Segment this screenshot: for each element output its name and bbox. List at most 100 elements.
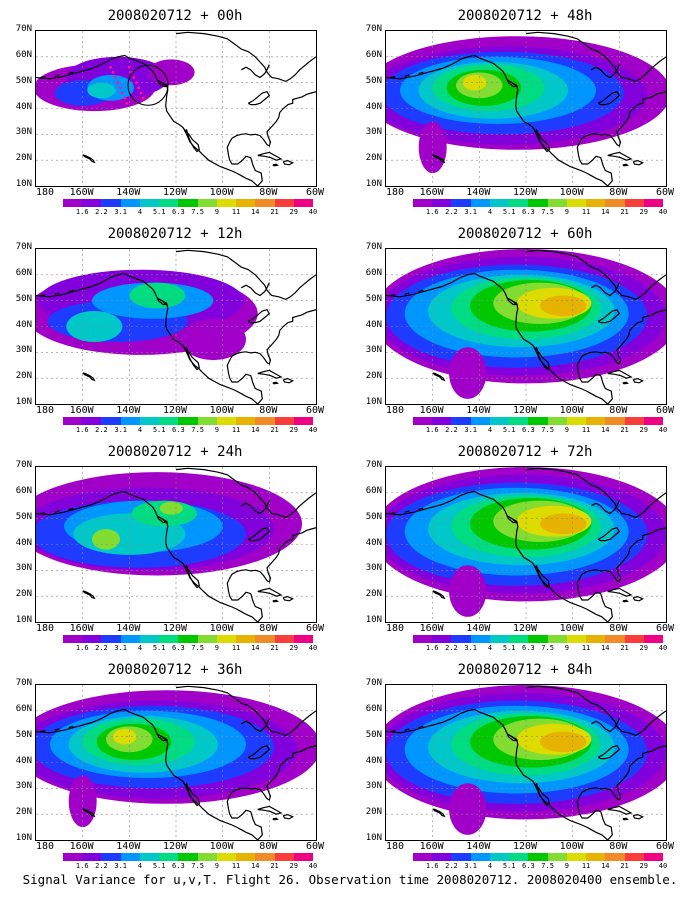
map-plot [35,684,317,841]
colorbar-label: 11 [231,862,241,870]
colorbar-label: 9 [564,426,569,434]
latitude-tick-label: 70N [365,24,382,34]
colorbar-label: 5.1 [152,862,166,870]
panel-title: 2008020712 + 60h [457,226,593,242]
colorbar-label: 9 [214,644,219,652]
colorbar-label: 14 [601,862,610,870]
longitude-tick-label: 100W [559,187,584,198]
latitude-tick-label: 70N [15,242,32,252]
colorbar-label: 1.6 [425,208,439,216]
observation-marker [120,91,124,95]
latitude-tick-label: 70N [15,460,32,470]
colorbar-label: 1.6 [75,208,89,216]
colorbar [413,853,664,861]
colorbar-label: 1.6 [425,644,439,652]
colorbar-label: 3.1 [464,644,478,652]
colorbar-swatch [432,199,452,207]
longitude-tick-label: 100W [559,841,584,852]
colorbar-label: 21 [620,862,629,870]
observation-marker [111,70,115,74]
colorbar-swatch [120,635,140,643]
observation-marker [141,96,145,100]
panel-title: 2008020712 + 36h [107,662,243,678]
colorbar-label: 29 [289,208,298,216]
colorbar-swatch [236,635,256,643]
colorbar-label: 11 [581,862,591,870]
colorbar-label: 2.2 [445,208,458,216]
latitude-tick-label: 10N [15,397,32,407]
colorbar-label: 40 [308,644,318,652]
colorbar-swatch [643,853,664,861]
colorbar-swatch [159,635,179,643]
latitude-tick-label: 30N [365,781,382,792]
latitude-tick-label: 50N [365,293,382,304]
longitude-tick-label: 60W [655,405,675,416]
longitude-tick-label: 160W [69,623,94,634]
map-plot [385,684,667,841]
map-plot [35,248,317,405]
colorbar-swatch [432,853,452,861]
colorbar-swatch [432,417,452,425]
colorbar-label: 11 [231,426,241,434]
longitude-tick-label: 120W [512,405,538,416]
latitude-tick-label: 30N [15,563,32,574]
observation-marker [118,86,122,90]
colorbar-swatch [178,417,198,425]
colorbar-swatch [643,199,664,207]
longitude-tick-label: 140W [116,623,141,634]
colorbar-swatch [566,417,587,425]
colorbar-label: 40 [308,862,318,870]
latitude-tick-label: 60N [15,49,32,60]
colorbar [413,199,664,207]
colorbar-swatch [197,853,217,861]
colorbar-label: 11 [231,208,241,216]
colorbar-label: 4 [137,426,143,434]
longitude-tick-label: 120W [162,187,188,198]
latitude-tick-label: 50N [365,511,382,522]
colorbar-swatch [159,199,179,207]
longitude-tick-label: 100W [209,841,234,852]
longitude-tick-label: 60W [655,841,675,852]
observation-marker [127,65,131,69]
colorbar-swatch [63,199,83,207]
latitude-tick-label: 60N [15,267,32,278]
colorbar-label: 21 [270,208,279,216]
colorbar-label: 6.3 [522,426,535,434]
latitude-tick-label: 30N [15,345,32,356]
colorbar-swatch [236,199,256,207]
colorbar-label: 40 [658,426,668,434]
colorbar-label: 6.3 [172,644,185,652]
longitude-tick-label: 80W [609,623,628,634]
colorbar-swatch [159,417,179,425]
colorbar-label: 5.1 [502,862,516,870]
colorbar-label: 21 [270,862,279,870]
longitude-tick-label: 120W [512,623,538,634]
longitude-tick-label: 60W [305,405,325,416]
colorbar-label: 2.2 [445,426,458,434]
colorbar-swatch [547,417,567,425]
longitude-tick-label: 140W [466,623,491,634]
longitude-tick-label: 160W [69,841,94,852]
longitude-tick-label: 180 [35,187,55,198]
colorbar-label: 6.3 [172,426,185,434]
colorbar-label: 40 [658,862,668,870]
colorbar-label: 7.5 [191,208,204,216]
latitude-tick-label: 20N [15,371,32,382]
colorbar-swatch [274,853,294,861]
colorbar-label: 5.1 [152,208,166,216]
longitude-tick-label: 160W [69,187,94,198]
colorbar-swatch [139,199,160,207]
latitude-tick-label: 20N [15,807,32,818]
latitude-tick-label: 10N [365,615,382,625]
colorbar-label: 3.1 [464,208,478,216]
latitude-tick-label: 40N [15,319,32,330]
latitude-tick-label: 60N [15,703,32,714]
colorbar-swatch [101,853,121,861]
latitude-tick-label: 10N [365,397,382,407]
colorbar-swatch [566,635,587,643]
longitude-tick-label: 100W [559,405,584,416]
latitude-tick-label: 70N [15,24,32,34]
colorbar-swatch [293,199,314,207]
latitude-tick-label: 30N [365,127,382,138]
latitude-tick-label: 20N [365,807,382,818]
